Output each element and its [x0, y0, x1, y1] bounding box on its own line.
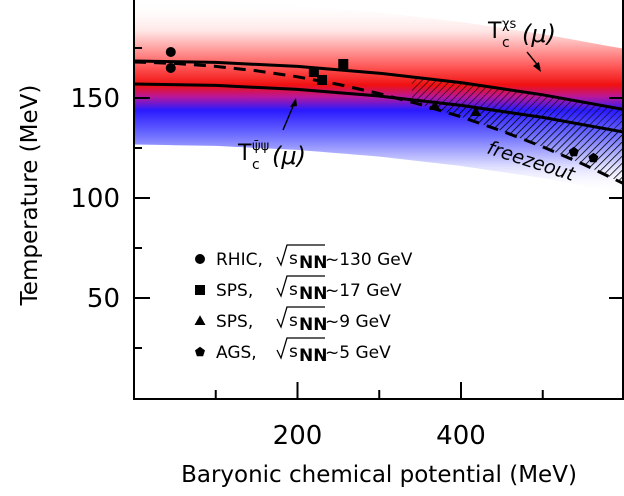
sqrt-s: s	[289, 342, 298, 362]
data-point-sps_9-0	[429, 100, 441, 110]
legend-prefix: SPS,	[216, 281, 253, 301]
sqrt-subscript: NN	[299, 253, 327, 273]
legend-prefix: SPS,	[216, 312, 253, 332]
series-line-0	[134, 59, 624, 112]
psi-label-arg: (μ)	[272, 142, 306, 170]
data-point-sps_17-0	[308, 67, 319, 77]
sqrt-subscript: NN	[299, 315, 327, 335]
sqrt-subscript: NN	[299, 284, 327, 304]
sqrt-s: s	[289, 249, 298, 269]
legend-item-0: RHIC, s NN~130 GeV	[195, 244, 413, 273]
plot-area	[134, 0, 624, 193]
legend-energy: ~5 GeV	[325, 343, 391, 363]
legend-prefix: RHIC,	[216, 250, 263, 270]
data-point-sps_9-1	[470, 106, 482, 116]
y-tick-label: 150	[70, 84, 120, 114]
x-tick-label: 200	[273, 421, 323, 451]
chi-label-sub: c	[502, 35, 510, 51]
x-axis-title: Baryonic chemical potential (MeV)	[181, 462, 577, 488]
chi-arrow-head	[533, 62, 541, 72]
series-line-2	[134, 60, 624, 186]
sqrt-symbol	[276, 337, 325, 360]
legend-marker-circle	[195, 254, 205, 264]
series-line-1	[134, 82, 624, 134]
legend-energy: ~130 GeV	[325, 250, 413, 270]
chi-label-arg: (μ)	[522, 20, 556, 48]
data-point-sps_17-1	[317, 75, 328, 85]
psi-label-sub: c	[252, 157, 260, 173]
axes	[133, 0, 624, 400]
chi-label-sup: χs	[502, 17, 517, 32]
data-point-sps_17-2	[338, 59, 349, 69]
psi-label-main: T	[237, 141, 252, 166]
data-point-ags-1	[588, 152, 599, 163]
y-tick-label: 50	[87, 284, 120, 314]
y-axis-title: Temperature (MeV)	[17, 85, 43, 307]
psi-label-sup: ψ̄ψ	[252, 139, 269, 154]
hatched-overlap-regions	[403, 76, 624, 184]
legend-prefix: AGS,	[216, 343, 257, 363]
legend-marker-triangle	[194, 315, 206, 325]
legend-marker-square	[195, 285, 205, 295]
sqrt-subscript: NN	[299, 346, 327, 366]
sqrt-symbol	[276, 306, 325, 329]
sqrt-s: s	[289, 280, 298, 300]
legend-energy: ~9 GeV	[325, 312, 391, 332]
data-point-ags-0	[568, 146, 579, 157]
sqrt-symbol	[276, 275, 325, 298]
x-tick-label: 400	[436, 421, 486, 451]
chi-label-main: T	[487, 19, 502, 44]
sqrt-symbol	[276, 244, 325, 267]
legend-energy: ~17 GeV	[325, 281, 402, 301]
tick-labels: 200 400 50 100 150	[70, 84, 485, 451]
hatch-psi-region	[403, 98, 624, 184]
legend-item-1: SPS, s NN~17 GeV	[195, 275, 402, 304]
data-points	[165, 47, 599, 163]
data-point-rhic-0	[165, 47, 176, 57]
legend-marker-pentagon	[195, 346, 205, 357]
sqrt-s: s	[289, 311, 298, 331]
data-point-rhic-1	[165, 63, 176, 73]
series-lines	[134, 59, 624, 186]
legend-item-2: SPS, s NN~9 GeV	[194, 306, 391, 335]
psi-arrow-head	[290, 98, 297, 107]
psi-arrow-line	[282, 103, 295, 131]
y-tick-label: 100	[70, 184, 120, 214]
legend-item-3: AGS, s NN~5 GeV	[195, 337, 391, 366]
